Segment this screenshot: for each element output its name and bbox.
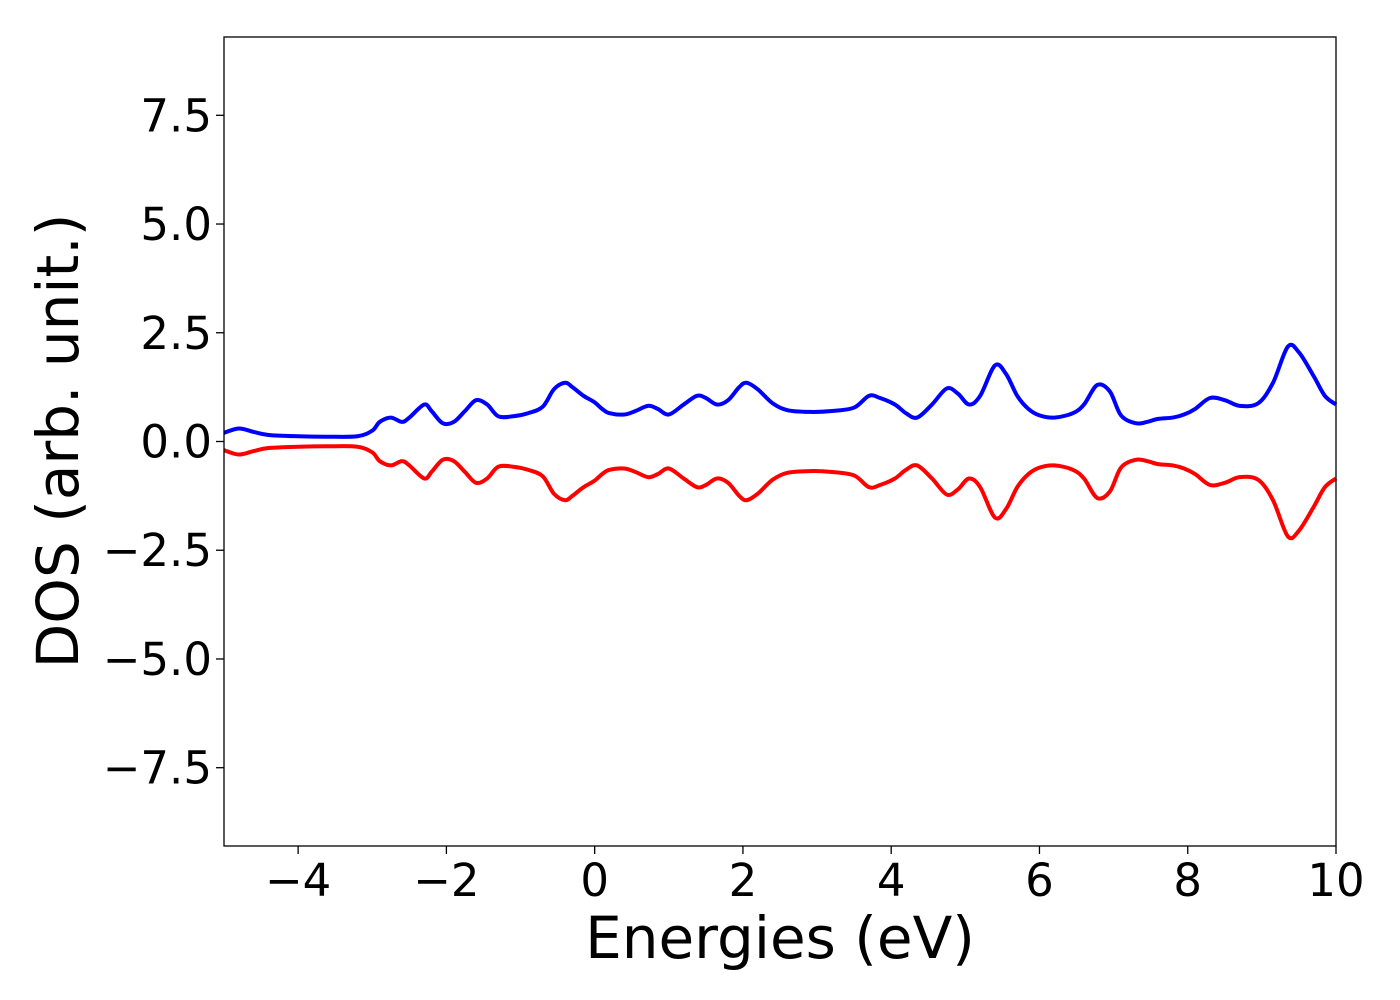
- x-tick-label: 4: [877, 854, 906, 907]
- y-tick-label: 0.0: [140, 416, 212, 469]
- x-tick-label: −2: [413, 854, 479, 907]
- series-line-1: [223, 444, 1338, 541]
- x-tick-label: 0: [580, 854, 609, 907]
- y-tick-label: 7.5: [140, 89, 212, 142]
- y-axis-label: DOS (arb. unit.): [24, 214, 92, 669]
- x-axis-ticks: −4 −2 0 2 4 6 8 10: [265, 846, 1365, 907]
- y-tick-label: −2.5: [103, 524, 212, 577]
- series-line-0: [223, 342, 1338, 439]
- x-tick-label: 2: [729, 854, 758, 907]
- plot-frame: [223, 36, 1337, 847]
- x-tick-label: 6: [1025, 854, 1054, 907]
- series-layer: [223, 342, 1338, 541]
- y-tick-label: −7.5: [103, 742, 212, 795]
- x-tick-label: 10: [1307, 854, 1364, 907]
- x-axis-label: Energies (eV): [585, 904, 975, 972]
- y-tick-label: 5.0: [140, 198, 212, 251]
- y-axis-ticks: 7.5 5.0 2.5 0.0 −2.5 −5.0 −7.5: [103, 89, 224, 795]
- y-tick-label: −5.0: [103, 633, 212, 686]
- x-tick-label: 8: [1173, 854, 1202, 907]
- y-tick-label: 2.5: [140, 307, 212, 360]
- x-tick-label: −4: [265, 854, 331, 907]
